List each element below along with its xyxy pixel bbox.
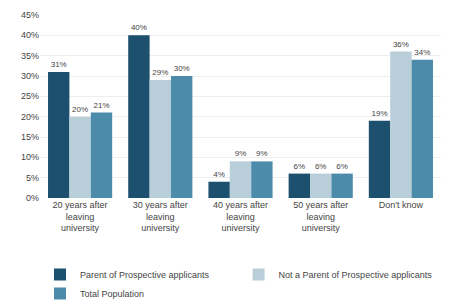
svg-text:45%: 45% [21,10,39,20]
svg-text:35%: 35% [21,51,39,61]
svg-text:Don't know: Don't know [379,200,424,210]
svg-text:6%: 6% [315,162,327,171]
svg-text:50 years afterleavinguniversit: 50 years afterleavinguniversity [293,200,348,233]
svg-text:0%: 0% [26,193,39,203]
svg-text:30%: 30% [174,64,190,73]
svg-text:31%: 31% [51,60,67,69]
svg-text:36%: 36% [393,40,409,49]
svg-text:20 years afterleavinguniversit: 20 years afterleavinguniversity [53,200,108,233]
svg-text:6%: 6% [294,162,306,171]
svg-text:15%: 15% [21,132,39,142]
svg-text:20%: 20% [21,112,39,122]
svg-text:10%: 10% [21,152,39,162]
svg-text:19%: 19% [372,109,388,118]
svg-text:4%: 4% [213,170,225,179]
svg-text:5%: 5% [26,173,39,183]
svg-text:6%: 6% [336,162,348,171]
svg-text:30 years afterleavinguniversit: 30 years afterleavinguniversity [133,200,188,233]
svg-text:Parent of Prospective applican: Parent of Prospective applicants [80,270,210,280]
svg-text:40%: 40% [21,30,39,40]
svg-text:34%: 34% [414,48,430,57]
svg-text:20%: 20% [72,105,88,114]
svg-text:29%: 29% [152,68,168,77]
svg-text:9%: 9% [235,149,247,158]
svg-text:Total Population: Total Population [80,289,144,299]
svg-text:40%: 40% [131,23,147,32]
svg-text:25%: 25% [21,91,39,101]
svg-text:9%: 9% [256,149,268,158]
svg-text:40 years afterleavinguniversit: 40 years afterleavinguniversity [213,200,268,233]
svg-text:30%: 30% [21,71,39,81]
svg-text:Not a Parent of Prospective ap: Not a Parent of Prospective applicants [279,270,433,280]
svg-text:21%: 21% [93,101,109,110]
